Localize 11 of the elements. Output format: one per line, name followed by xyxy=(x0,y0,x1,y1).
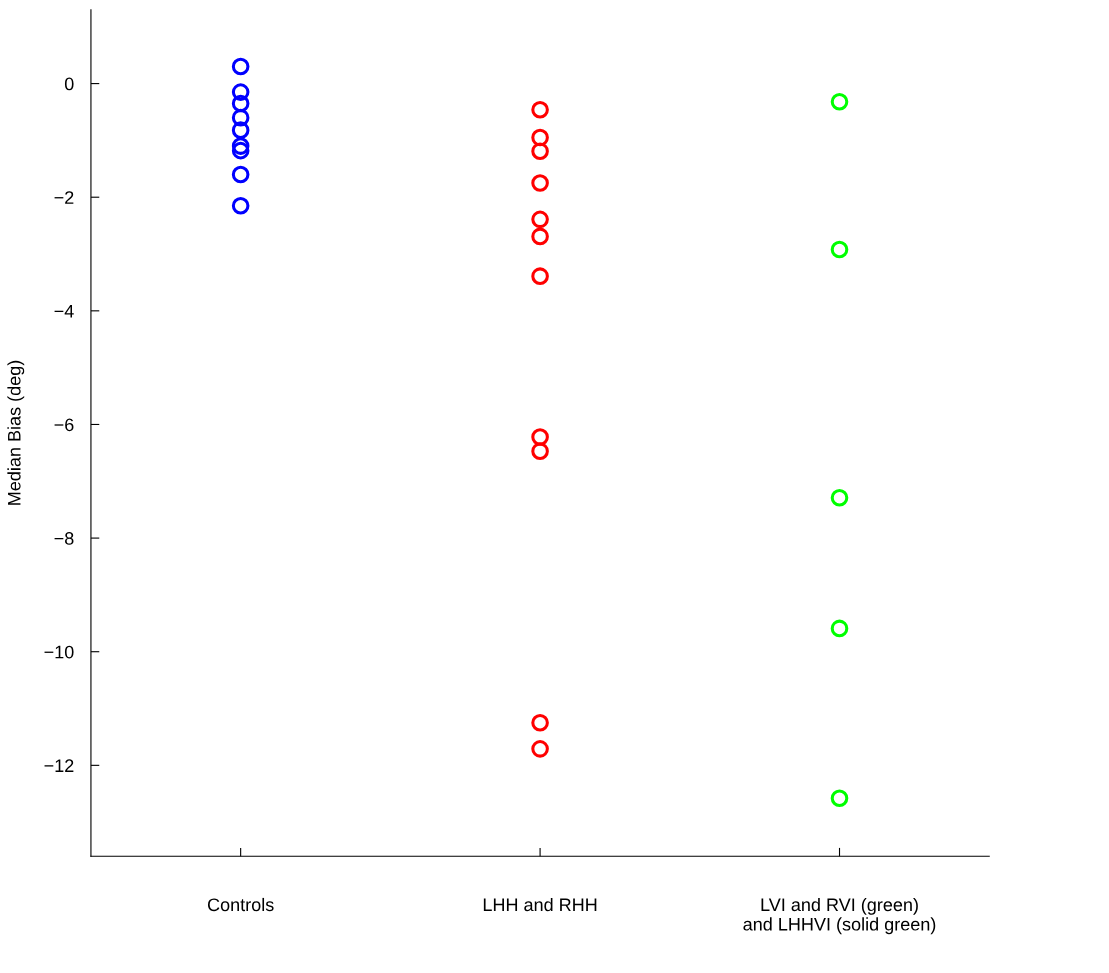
y-tick-label: −2 xyxy=(54,191,74,204)
y-tick-label: 0 xyxy=(64,77,74,91)
x-tick-label: LVI and RVI (green) and LHHVI (solid green) xyxy=(743,897,936,935)
y-tick-label: −12 xyxy=(44,759,74,772)
y-tick-label: −8 xyxy=(54,532,74,545)
y-axis-title: Median Bias (deg) xyxy=(7,360,25,505)
y-tick-label: −4 xyxy=(54,304,74,318)
y-tick-label: −10 xyxy=(44,645,74,659)
x-tick-label: LHH and RHH xyxy=(483,897,597,912)
y-tick-label: −6 xyxy=(54,418,74,432)
x-tick-label: Controls xyxy=(207,897,274,912)
